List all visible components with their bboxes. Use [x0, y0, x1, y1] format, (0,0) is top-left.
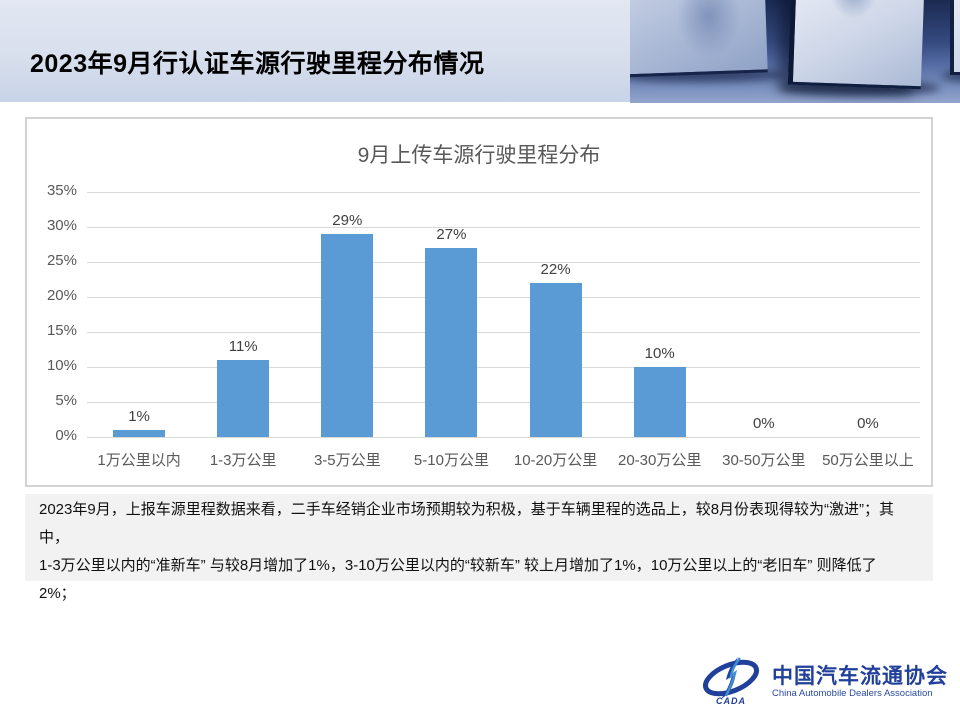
bar-value-label: 29%	[332, 212, 363, 229]
bar-value-label: 0%	[857, 415, 879, 432]
x-axis-category-label: 50万公里以上	[822, 452, 914, 469]
bar-5	[529, 283, 582, 437]
y-axis-tick-label: 0%	[55, 427, 77, 444]
bar-slot: 1% 1万公里以内	[87, 192, 191, 469]
x-axis-category-label: 3-5万公里	[313, 452, 381, 469]
y-axis-tick-label: 25%	[46, 252, 77, 269]
cada-name-english: China Automobile Dealers Association	[772, 688, 933, 699]
summary-line: 1-3万公里以内的“准新车” 与较8月增加了1%，3-10万公里以内的“较新车”…	[39, 557, 877, 574]
cada-logo-icon: CADA	[698, 656, 764, 708]
summary-line: 2%；	[39, 585, 76, 602]
y-axis-tick-label: 20%	[46, 287, 77, 304]
bar-slot: 10% 20-30万公里	[608, 192, 712, 469]
bar-value-label: 1%	[128, 408, 150, 425]
bar-value-label: 22%	[540, 261, 571, 278]
globe-cube-icon	[950, 0, 960, 75]
page-title: 2023年9月行认证车源行驶里程分布情况	[30, 50, 485, 78]
bar-value-label: 0%	[752, 415, 775, 432]
plot-area: 35% 30% 25% 20% 15% 10% 5% 0% 1% 1万公里以内 11% 1-3万公里 2…	[47, 182, 920, 469]
y-axis-tick-label: 15%	[46, 322, 77, 339]
bar-value-label: 10%	[644, 345, 675, 362]
bar-slot: 27% 5-10万公里	[399, 192, 503, 469]
bar-series: 1% 1万公里以内 11% 1-3万公里 29% 3-5万公里 27% 5-10万公里 22% 1…	[87, 192, 920, 469]
gridline	[87, 402, 920, 403]
y-axis-tick-label: 10%	[46, 357, 77, 374]
bar-slot: 29% 3-5万公里	[295, 192, 399, 469]
cada-name-chinese: 中国汽车流通协会	[772, 664, 948, 688]
bar-slot: 0% 50万公里以上	[816, 192, 920, 469]
bar-slot: 11% 1-3万公里	[191, 192, 295, 469]
bar-slot: 22% 10-20万公里	[504, 192, 608, 469]
globe-cube-icon	[630, 0, 768, 78]
gridline	[87, 437, 920, 438]
bar-3	[321, 234, 374, 437]
y-axis-tick-label: 35%	[46, 182, 77, 199]
gridline	[87, 332, 920, 333]
gridline	[87, 297, 920, 298]
x-axis-category-label: 1-3万公里	[209, 452, 277, 469]
gridline	[87, 262, 920, 263]
gridline	[87, 367, 920, 368]
x-axis-category-label: 30-50万公里	[722, 452, 806, 469]
x-axis-category-label: 10-20万公里	[513, 452, 598, 469]
bar-4	[425, 248, 478, 437]
bar-value-label: 11%	[228, 338, 258, 355]
cada-logo-names: 中国汽车流通协会 China Automobile Dealers Associ…	[772, 664, 948, 700]
gridline	[87, 192, 920, 193]
chart-title: 9月上传车源行驶里程分布	[357, 144, 601, 167]
globe-cube-icon	[787, 0, 926, 90]
bar-1	[113, 430, 166, 437]
slide-header: 2023年9月行认证车源行驶里程分布情况	[0, 0, 960, 103]
cada-acronym-label: CADA	[716, 696, 746, 706]
cada-logo: CADA 中国汽车流通协会 China Automobile Dealers A…	[698, 656, 948, 708]
bar-slot: 0% 30-50万公里	[712, 192, 816, 469]
bar-6	[633, 367, 686, 437]
x-axis-category-label: 1万公里以内	[97, 452, 181, 469]
bar-2	[217, 360, 270, 437]
y-axis-tick-label: 30%	[46, 217, 77, 234]
chart-panel: 9月上传车源行驶里程分布 35% 30% 25% 20% 15% 10% 5% 0% 1% 1万公…	[25, 117, 933, 487]
x-axis-category-label: 20-30万公里	[618, 452, 702, 469]
bar-value-label: 27%	[436, 226, 467, 243]
cada-ellipse-bolt-icon	[702, 657, 760, 699]
y-axis-tick-label: 5%	[55, 392, 77, 409]
gridline	[87, 227, 920, 228]
summary-box: 2023年9月，上报车源里程数据来看，二手车经销企业市场预期较为积极，基于车辆里…	[25, 494, 933, 602]
summary-line: 2023年9月，上报车源里程数据来看，二手车经销企业市场预期较为积极，基于车辆里…	[39, 501, 895, 546]
x-axis-category-label: 5-10万公里	[413, 452, 489, 469]
header-decorative-cubes-image	[630, 0, 960, 103]
